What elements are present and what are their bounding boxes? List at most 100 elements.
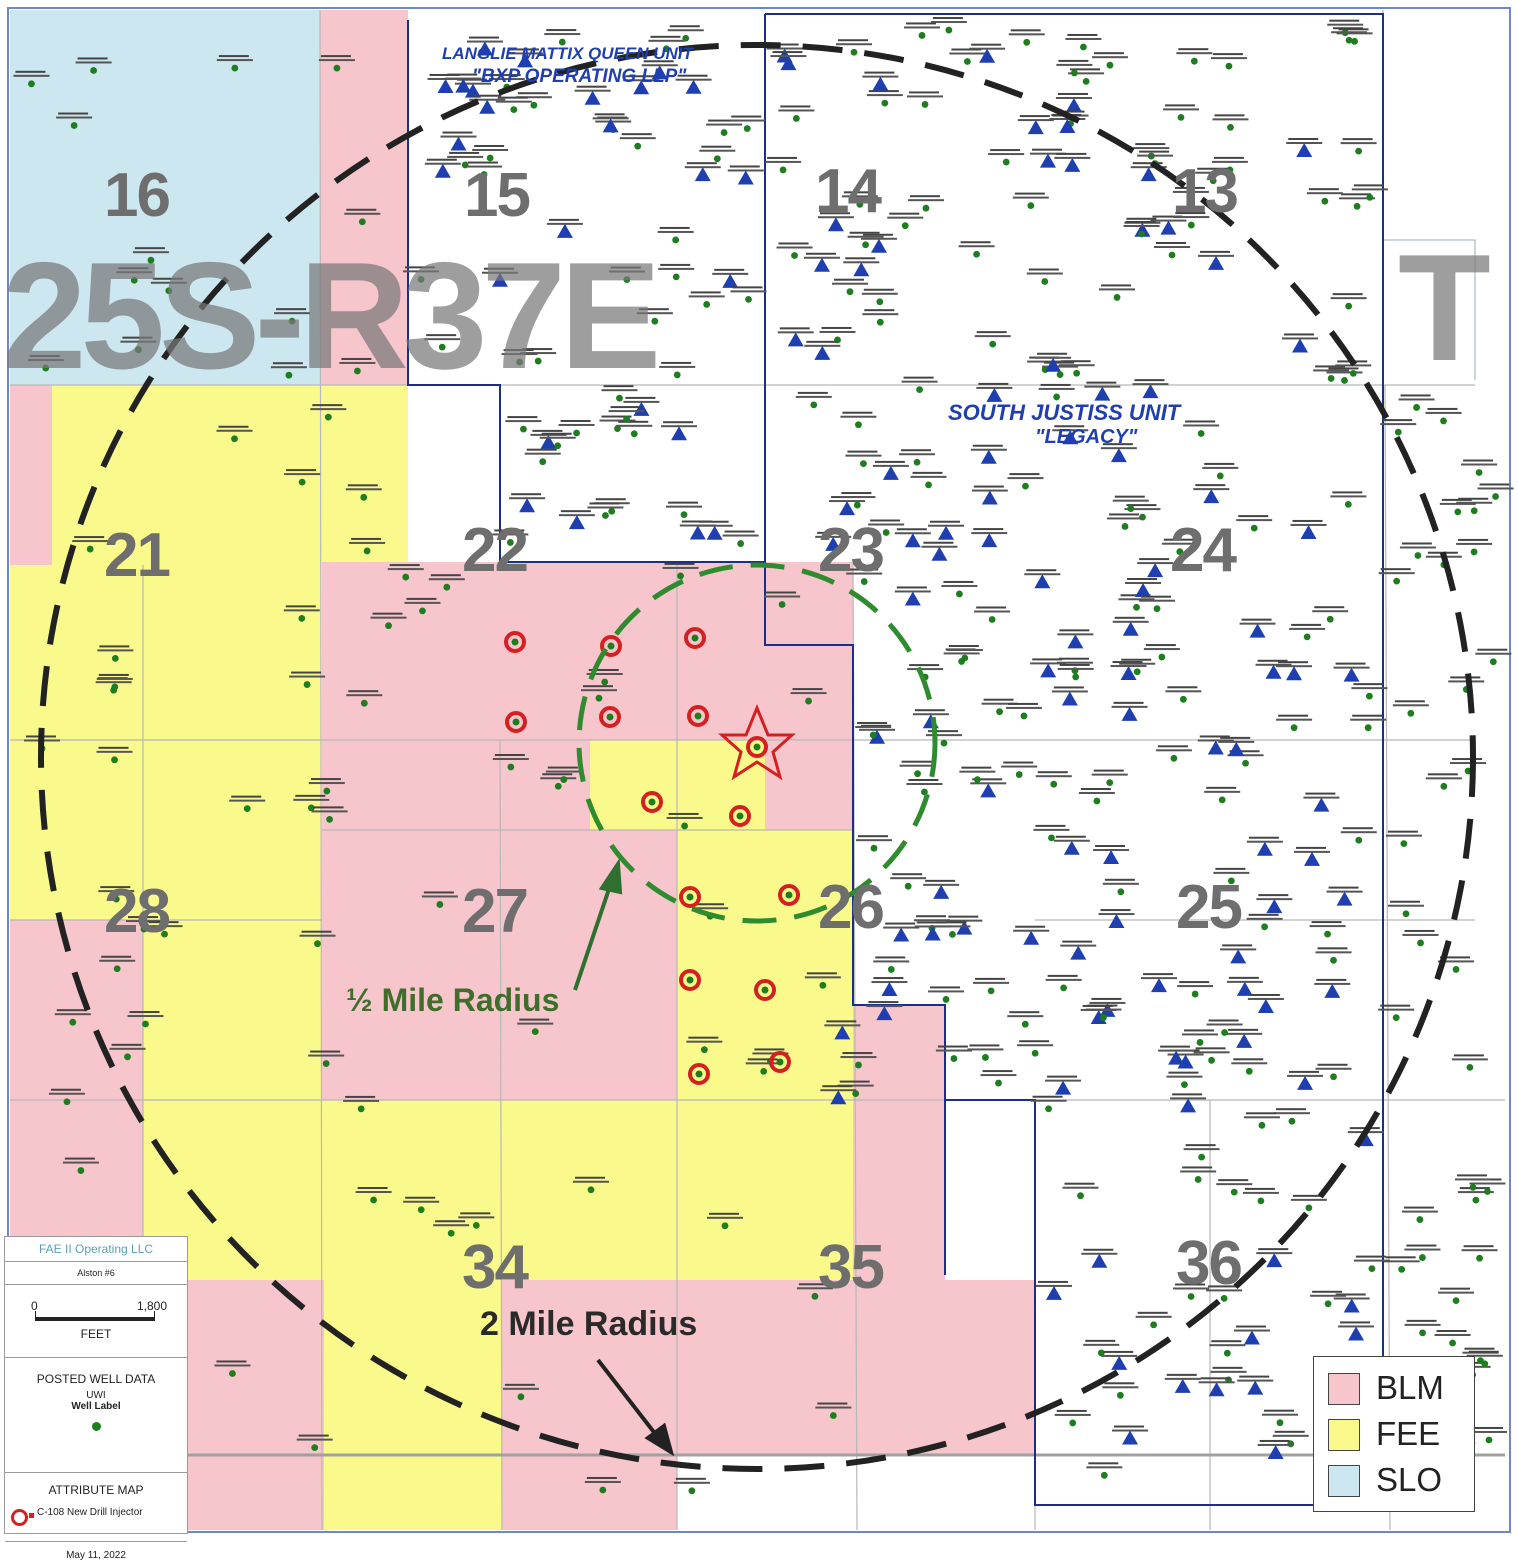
well-dot-marker [595,694,603,702]
section-number-14: 14 [815,157,882,226]
well-label-line [460,1212,491,1215]
well-label-line [1452,758,1483,761]
well-dot-marker [1484,1188,1491,1195]
unit-well-triangle-marker [1039,153,1056,168]
well-label-line [975,977,1006,980]
well-label-line [405,1196,436,1199]
well-dot-marker [587,1186,595,1194]
unit-well-triangle-marker [1065,97,1082,112]
well-dot-marker [288,317,296,325]
well-label-line [548,218,579,221]
well-label-line [1180,1170,1217,1173]
well-dot-marker [1321,197,1329,205]
scale-unit: FEET [80,1327,112,1341]
posted-well-label: Well Label [71,1401,121,1412]
well-label-line [1213,156,1244,159]
well-label-line [901,449,932,452]
well-label-line [1058,657,1089,660]
well-dot-marker [447,1229,455,1237]
unit-well-triangle-marker [1286,666,1303,681]
well-label-line [474,144,505,147]
well-label-line [1387,830,1418,833]
well-dot-marker [949,930,956,938]
well-dot-marker [357,1105,365,1113]
well-label-line [348,690,379,693]
well-dot-marker [419,607,426,615]
well-dot-marker [1191,990,1199,998]
well-label-line [916,921,947,924]
well-label-line [804,976,841,979]
well-dot-marker [111,756,118,764]
well-label-line [707,1216,744,1219]
well-label-line [118,267,149,270]
well-label-line [1246,917,1283,920]
half-mile-radius-label: ½ Mile Radius [346,982,560,1018]
well-label-line [1185,1144,1216,1147]
unit-well-triangle-marker [1257,998,1274,1013]
well-dot-marker [955,590,963,598]
well-label-line [1316,978,1347,981]
well-label-line [1340,831,1377,834]
well-dot-marker [882,529,890,536]
well-label-line [1085,1008,1122,1011]
well-label-line [1101,284,1132,287]
legend-label-blm: BLM [1376,1369,1444,1406]
well-dot-marker [996,708,1003,716]
well-label-line [889,212,920,215]
well-dot-marker [531,1028,539,1036]
well-dot-marker [1449,1339,1456,1347]
well-label-line [1093,52,1124,55]
well-dot-marker [1392,1014,1400,1022]
injector-well-center [753,743,761,751]
well-label-line [923,541,954,544]
well-dot-marker [1221,1029,1228,1036]
well-label-line [1351,188,1388,191]
well-label-line [1398,398,1435,401]
well-label-line [1330,297,1367,300]
well-label-line [540,777,577,780]
well-label-line [289,675,326,678]
well-dot-marker [1121,523,1129,530]
unit-well-triangle-marker [1055,1080,1072,1095]
unit-well-triangle-marker [1034,574,1051,589]
well-label-line [1385,834,1422,837]
well-label-line [544,33,581,36]
well-label-line [1160,1045,1191,1048]
well-label-line [1208,1019,1239,1022]
well-dot-marker [876,318,884,326]
well-label-line [1065,37,1102,40]
well-label-line [449,151,480,154]
well-dot-marker [1355,836,1363,844]
well-dot-marker [231,435,238,443]
well-label-line [1068,72,1105,75]
unit-well-triangle-marker [584,90,601,105]
well-dot-marker [1303,633,1311,641]
well-label-line [1333,27,1364,30]
well-dot-marker [1402,910,1410,918]
well-label-line [1456,501,1493,504]
well-label-line [983,698,1014,701]
unit-well-triangle-marker [540,434,557,449]
unit-well-triangle-marker [1062,430,1079,445]
well-dot-marker [1190,57,1198,65]
well-dot-marker [846,288,854,296]
unit-well-triangle-marker [737,170,754,185]
well-label-line [231,795,262,798]
well-label-line [341,357,372,360]
well-dot-marker [688,1487,696,1495]
attribute-map-block: ATTRIBUTE MAP C-108 New Drill Injector [5,1483,187,1542]
well-dot-marker [703,301,711,308]
langlie-mattix-unit-name: LANGLIE MATTIX QUEEN UNIT [442,44,693,63]
map-info-panel: FAE II Operating LLC Alston #6 0 1,800 F… [4,1236,188,1561]
well-label-line [1037,352,1068,355]
well-dot-marker [1250,524,1258,532]
well-label-line [54,1013,91,1016]
well-label-line [547,766,578,769]
well-dot-marker [663,45,670,53]
ownership-legend: BLM FEE SLO [1313,1356,1475,1512]
unit-well-triangle-marker [1063,840,1080,855]
well-label-line [621,133,652,136]
well-label-line [1399,546,1436,549]
well-label-line [488,78,525,81]
well-label-line [1312,1290,1343,1293]
